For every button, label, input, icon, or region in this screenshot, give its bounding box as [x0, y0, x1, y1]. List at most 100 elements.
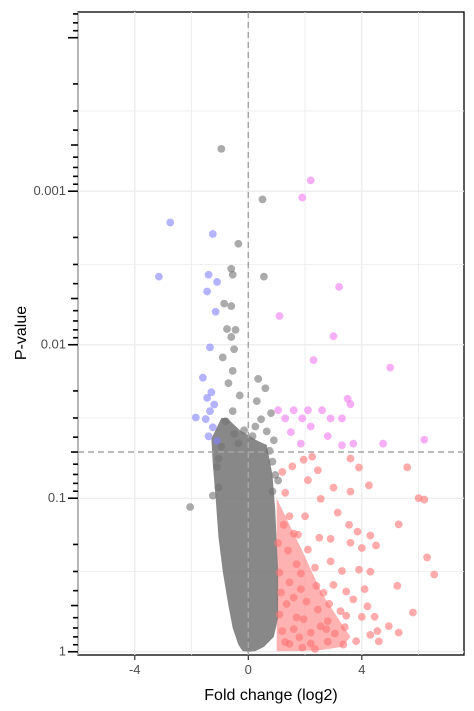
data-point — [278, 627, 287, 635]
data-point — [268, 487, 277, 496]
data-point — [260, 272, 268, 281]
x-tick-label: 4 — [358, 662, 365, 677]
data-point — [275, 312, 284, 320]
data-point — [365, 481, 373, 490]
y-tick-label: 0.001 — [33, 183, 66, 198]
data-point — [251, 422, 260, 431]
data-point — [306, 639, 315, 648]
data-point — [275, 610, 284, 619]
data-point — [379, 439, 388, 448]
x-tick-label: 0 — [245, 662, 252, 677]
data-point — [326, 534, 335, 543]
data-point — [346, 487, 355, 496]
data-point — [349, 439, 358, 448]
data-point — [326, 414, 335, 423]
data-point — [308, 452, 317, 461]
data-point — [316, 622, 325, 631]
data-point — [370, 612, 379, 621]
data-point — [306, 628, 315, 637]
data-point — [218, 353, 227, 362]
data-point — [221, 417, 230, 426]
data-point — [206, 343, 214, 352]
data-point — [349, 595, 358, 604]
data-point — [285, 512, 294, 521]
data-point — [220, 299, 229, 308]
data-point — [267, 409, 275, 418]
data-point — [268, 457, 277, 466]
data-point — [355, 565, 363, 574]
data-point — [303, 476, 312, 485]
data-point — [265, 446, 274, 455]
data-point — [217, 442, 226, 451]
data-point — [303, 545, 312, 554]
data-point — [235, 391, 244, 400]
data-point — [204, 432, 213, 441]
data-point — [373, 627, 382, 635]
threshold-lines — [78, 12, 464, 655]
data-point — [299, 455, 308, 464]
data-point — [257, 415, 265, 424]
data-point — [191, 413, 200, 422]
data-point — [207, 388, 216, 397]
data-point — [198, 373, 207, 382]
data-point — [338, 441, 346, 450]
data-point — [335, 282, 344, 291]
data-point — [284, 546, 292, 555]
data-point — [201, 415, 210, 423]
data-point — [282, 600, 291, 608]
data-point — [252, 397, 261, 406]
data-point — [214, 454, 223, 463]
data-point — [366, 567, 375, 576]
data-point — [302, 597, 311, 606]
data-point — [262, 427, 271, 436]
data-point — [329, 332, 338, 341]
data-point — [346, 454, 355, 463]
data-point — [366, 631, 375, 639]
y-tick-label: 1 — [59, 644, 66, 659]
data-point — [288, 462, 297, 471]
data-point — [289, 406, 298, 415]
data-point — [420, 495, 429, 504]
data-point — [313, 466, 322, 475]
data-point — [342, 587, 351, 596]
data-point — [423, 553, 432, 562]
data-point — [186, 503, 195, 511]
data-point — [295, 633, 304, 642]
data-point — [204, 270, 213, 279]
data-point — [210, 400, 219, 409]
data-point — [214, 483, 223, 492]
data-point — [384, 622, 393, 631]
data-point — [333, 508, 342, 517]
data-point — [355, 463, 363, 472]
data-point — [230, 430, 239, 438]
data-point — [208, 230, 217, 238]
data-point — [353, 527, 362, 536]
data-point — [394, 628, 403, 637]
data-point — [277, 588, 285, 597]
data-point — [274, 406, 282, 415]
data-point — [292, 560, 301, 569]
data-point — [296, 585, 305, 594]
data-point — [211, 307, 220, 316]
data-point — [285, 640, 294, 648]
data-point — [227, 264, 236, 273]
data-point — [346, 538, 355, 547]
data-point — [154, 272, 163, 281]
data-point — [372, 541, 380, 550]
data-point — [274, 539, 282, 548]
data-point — [281, 414, 290, 423]
data-point — [311, 645, 319, 653]
data-point — [346, 400, 355, 409]
data-point — [386, 363, 395, 372]
data-point — [340, 623, 349, 632]
data-point — [296, 569, 305, 578]
data-point — [224, 379, 233, 388]
data-point — [227, 302, 236, 310]
data-point — [292, 613, 301, 622]
data-point — [336, 607, 345, 616]
data-point — [366, 531, 375, 540]
data-point — [393, 581, 402, 590]
data-point — [234, 439, 243, 448]
data-point — [289, 625, 298, 634]
